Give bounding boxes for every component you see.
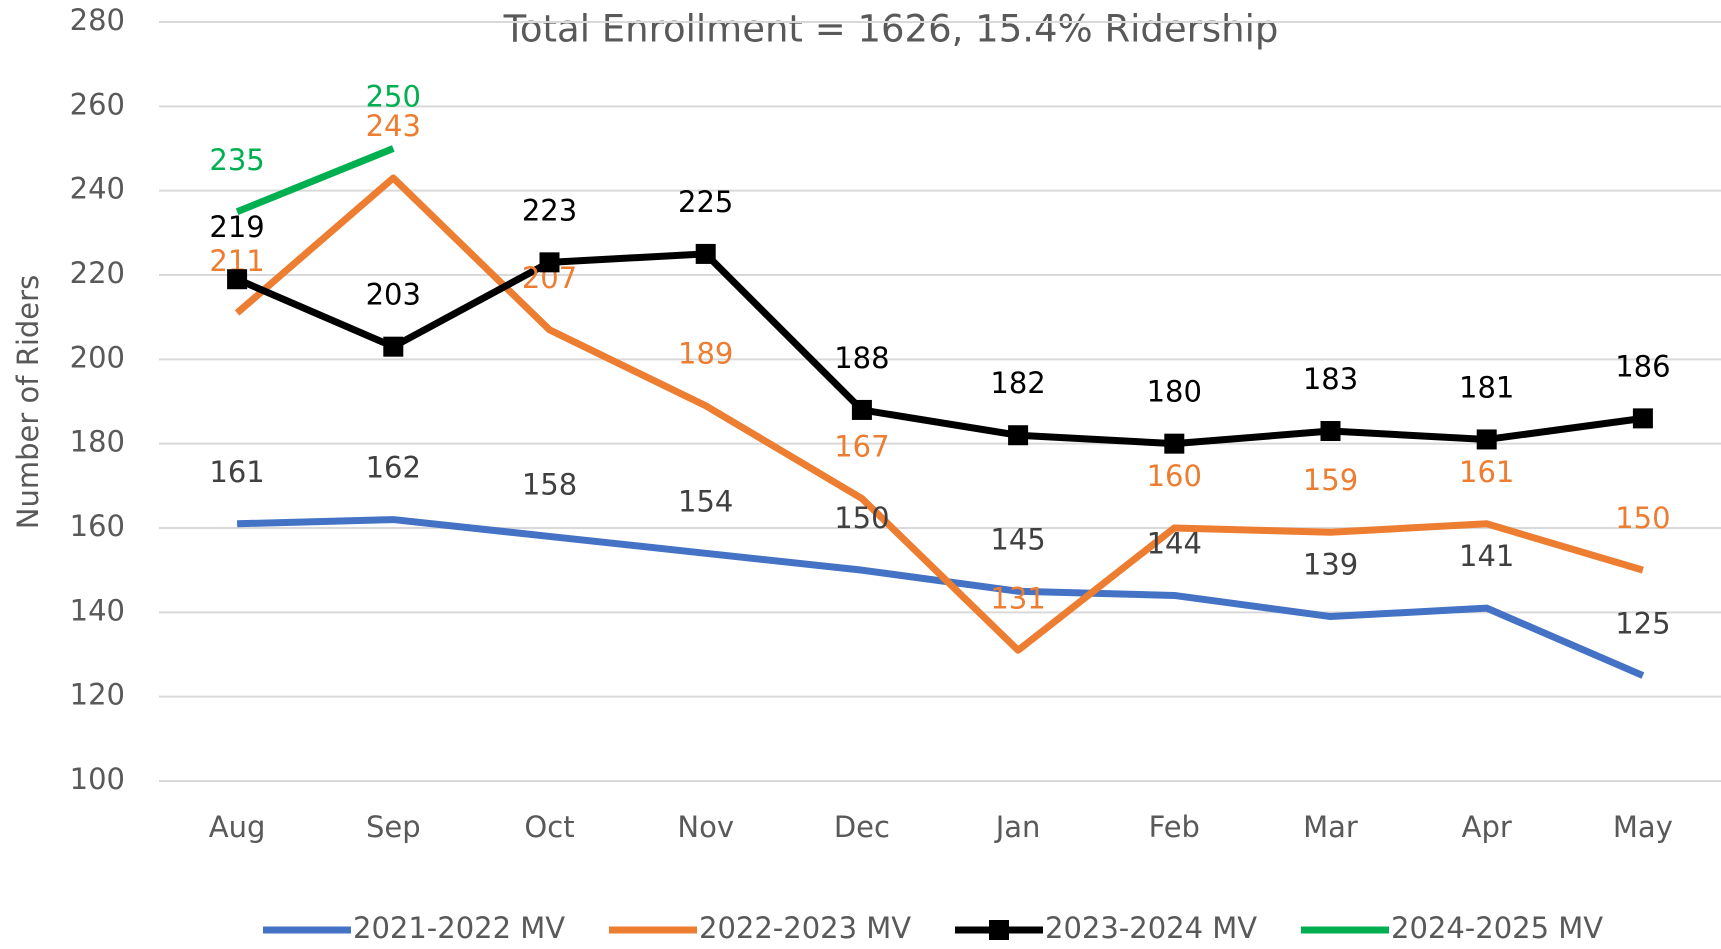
x-tick-label: Sep bbox=[366, 810, 421, 844]
legend-label: 2023-2024 MV bbox=[1045, 911, 1257, 945]
x-tick-label: Nov bbox=[677, 810, 734, 844]
data-label: 223 bbox=[522, 193, 577, 227]
data-label: 219 bbox=[209, 210, 264, 244]
data-label: 250 bbox=[366, 80, 421, 114]
data-label: 203 bbox=[366, 278, 421, 312]
chart-title: Total Enrollment = 1626, 15.4% Ridership bbox=[503, 8, 1279, 51]
legend-marker bbox=[989, 920, 1009, 940]
data-label: 150 bbox=[834, 501, 889, 535]
marker bbox=[227, 269, 248, 290]
y-tick-label: 280 bbox=[70, 3, 125, 37]
marker bbox=[1008, 425, 1029, 446]
data-label: 180 bbox=[1147, 375, 1202, 409]
y-tick-label: 220 bbox=[70, 256, 125, 290]
data-label: 150 bbox=[1615, 501, 1670, 535]
data-label: 189 bbox=[678, 337, 733, 371]
legend-label: 2022-2023 MV bbox=[699, 911, 911, 945]
data-label: 181 bbox=[1459, 370, 1514, 404]
data-label: 186 bbox=[1615, 349, 1670, 383]
data-label: 154 bbox=[678, 484, 733, 518]
x-tick-label: Feb bbox=[1149, 810, 1200, 844]
y-tick-label: 120 bbox=[70, 678, 125, 712]
y-tick-label: 100 bbox=[70, 762, 125, 796]
marker bbox=[1164, 433, 1185, 454]
data-label: 131 bbox=[990, 581, 1045, 615]
y-axis-label: Number of Riders bbox=[11, 275, 45, 529]
data-label: 139 bbox=[1303, 548, 1358, 582]
legend-label: 2021-2022 MV bbox=[353, 911, 565, 945]
data-label: 161 bbox=[1459, 455, 1514, 489]
data-label: 145 bbox=[990, 522, 1045, 556]
marker bbox=[695, 243, 716, 264]
legend-label: 2024-2025 MV bbox=[1391, 911, 1603, 945]
data-label: 160 bbox=[1147, 459, 1202, 493]
data-label: 235 bbox=[209, 143, 264, 177]
marker bbox=[1320, 421, 1341, 442]
x-tick-label: Apr bbox=[1462, 810, 1512, 844]
data-label: 159 bbox=[1303, 463, 1358, 497]
data-label: 158 bbox=[522, 467, 577, 501]
marker bbox=[1476, 429, 1497, 450]
data-label: 161 bbox=[209, 455, 264, 489]
series-line bbox=[237, 516, 1645, 679]
data-label: 243 bbox=[366, 109, 421, 143]
y-tick-label: 160 bbox=[70, 509, 125, 543]
y-tick-label: 180 bbox=[70, 425, 125, 459]
data-label: 162 bbox=[366, 451, 421, 485]
y-tick-label: 200 bbox=[70, 340, 125, 374]
x-tick-label: May bbox=[1613, 810, 1673, 844]
marker bbox=[383, 336, 404, 357]
series-line bbox=[234, 174, 1644, 654]
x-tick-label: Oct bbox=[524, 810, 574, 844]
x-tick-label: Jan bbox=[994, 810, 1041, 844]
data-label: 183 bbox=[1303, 362, 1358, 396]
data-label: 225 bbox=[678, 185, 733, 219]
data-label: 182 bbox=[990, 366, 1045, 400]
data-label: 167 bbox=[834, 429, 889, 463]
y-tick-label: 240 bbox=[70, 172, 125, 206]
y-tick-label: 260 bbox=[70, 87, 125, 121]
x-tick-label: Dec bbox=[834, 810, 890, 844]
data-label: 125 bbox=[1615, 607, 1670, 641]
data-label: 141 bbox=[1459, 539, 1514, 573]
data-label: 144 bbox=[1147, 526, 1202, 560]
series-line bbox=[235, 250, 1644, 448]
x-tick-label: Mar bbox=[1303, 810, 1358, 844]
data-label: 188 bbox=[834, 341, 889, 375]
marker bbox=[1632, 408, 1653, 429]
x-tick-label: Aug bbox=[209, 810, 266, 844]
marker bbox=[851, 399, 872, 420]
marker bbox=[539, 252, 560, 273]
y-tick-label: 140 bbox=[70, 593, 125, 627]
series-line bbox=[235, 145, 395, 215]
